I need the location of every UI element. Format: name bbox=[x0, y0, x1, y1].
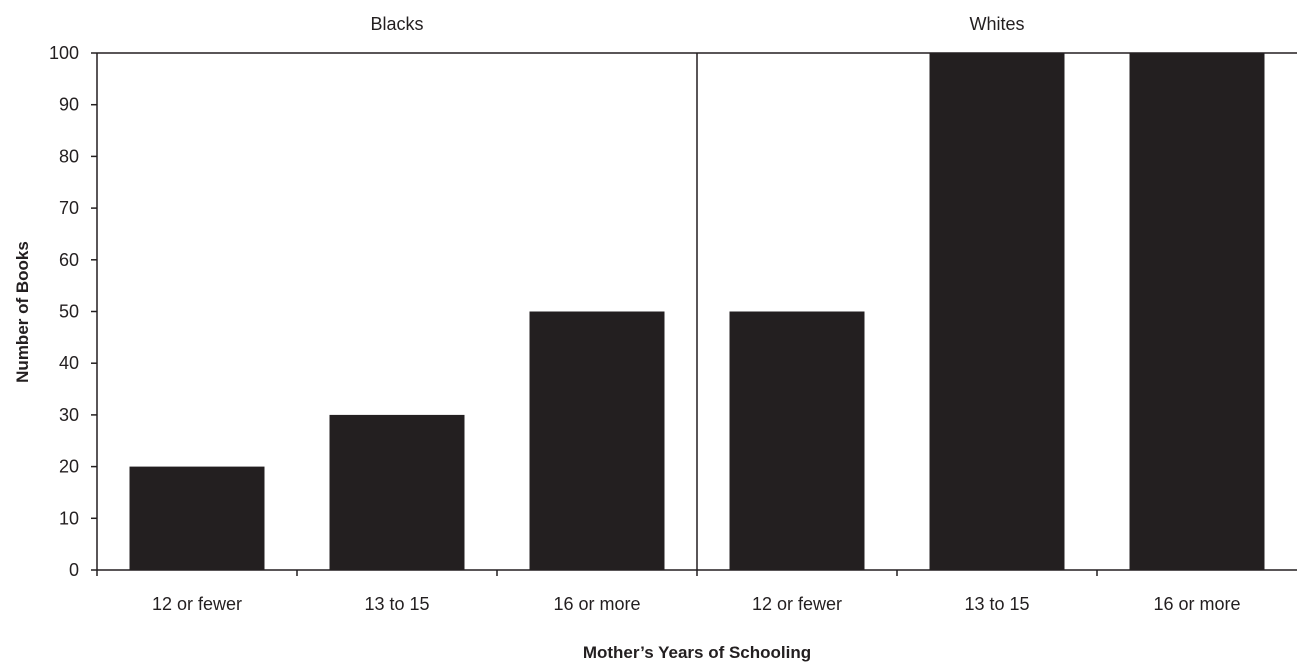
x-tick-label: 12 or fewer bbox=[152, 594, 242, 614]
bar bbox=[529, 311, 665, 570]
y-tick-label: 80 bbox=[59, 146, 79, 166]
x-tick-label: 16 or more bbox=[553, 594, 640, 614]
bar bbox=[329, 414, 465, 570]
panel-title: Blacks bbox=[370, 14, 423, 34]
y-tick-label: 20 bbox=[59, 457, 79, 477]
plot-frame bbox=[96, 52, 1297, 576]
bar bbox=[729, 311, 865, 570]
y-axis: 0 10 20 30 40 50 60 70 80 90 100 bbox=[49, 43, 97, 580]
bar bbox=[1129, 53, 1265, 570]
x-tick-label: 13 to 15 bbox=[964, 594, 1029, 614]
y-tick-label: 100 bbox=[49, 43, 79, 63]
y-tick-label: 40 bbox=[59, 353, 79, 373]
y-tick-label: 90 bbox=[59, 95, 79, 115]
x-tick-label: 16 or more bbox=[1153, 594, 1240, 614]
y-tick-label: 50 bbox=[59, 302, 79, 322]
y-tick-label: 70 bbox=[59, 198, 79, 218]
panel-titles: Blacks Whites bbox=[370, 14, 1024, 34]
bar bbox=[129, 466, 265, 570]
y-axis-title: Number of Books bbox=[13, 241, 32, 383]
x-axis-title: Mother’s Years of Schooling bbox=[583, 643, 811, 662]
bars bbox=[129, 53, 1265, 570]
bar bbox=[929, 53, 1065, 570]
x-tick-label: 13 to 15 bbox=[364, 594, 429, 614]
y-tick-label: 60 bbox=[59, 250, 79, 270]
x-tick-label: 12 or fewer bbox=[752, 594, 842, 614]
y-tick-label: 30 bbox=[59, 405, 79, 425]
y-tick-label: 10 bbox=[59, 508, 79, 528]
panel-title: Whites bbox=[969, 14, 1024, 34]
y-tick-label: 0 bbox=[69, 560, 79, 580]
x-axis: 12 or fewer 13 to 15 16 or more 12 or fewer… bbox=[96, 570, 1241, 614]
